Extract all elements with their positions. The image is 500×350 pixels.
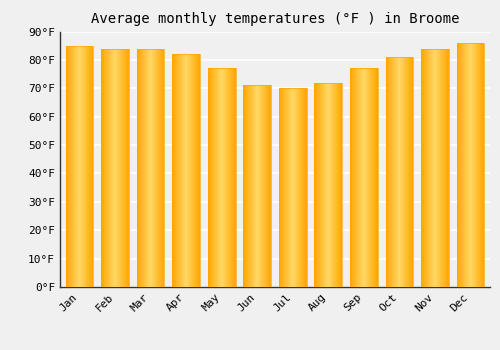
Bar: [456, 43, 484, 287]
Bar: [386, 57, 413, 287]
Bar: [421, 49, 449, 287]
Bar: [101, 49, 129, 287]
Title: Average monthly temperatures (°F ) in Broome: Average monthly temperatures (°F ) in Br…: [91, 12, 459, 26]
Bar: [350, 68, 378, 287]
Bar: [244, 85, 271, 287]
Bar: [208, 68, 236, 287]
Bar: [66, 46, 94, 287]
Bar: [172, 54, 200, 287]
Bar: [314, 83, 342, 287]
Bar: [137, 49, 164, 287]
Bar: [279, 88, 306, 287]
